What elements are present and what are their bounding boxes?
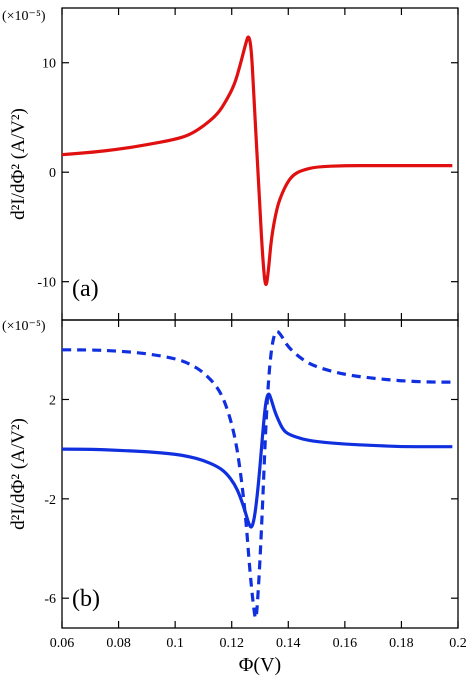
x-tick-label: 0.2 [449,636,467,651]
panel-a-series [61,35,453,287]
x-tick-label: 0.18 [389,636,414,651]
panel-b-y-axis-label: d²I/dΦ² (A/V²) [8,418,29,530]
panel-a-y-axis-label: d²I/dΦ² (A/V²) [8,108,29,220]
panel-a-y-scale-note: (×10⁻⁵) [2,9,46,24]
series-line-solid [61,392,453,529]
panel-b-x-ticks: 0.06 0.08 0.1 0.12 0.14 0.16 0.18 0.2 [50,320,467,651]
panel-b-series [61,329,453,620]
x-tick-label: 0.12 [219,636,244,651]
y-tick-label: -6 [44,592,56,607]
panel-b-y-scale-note: (×10⁻⁵) [2,319,46,334]
y-tick-label: -10 [37,276,56,291]
panel-b-frame [61,319,459,629]
x-tick-label: 0.06 [50,636,75,651]
panel-b-y-ticks: 2 -2 -6 [44,393,458,607]
series-line-solid [61,35,453,287]
y-tick-label: 2 [49,393,56,408]
y-tick-label: 0 [49,166,56,181]
panel-b: 2 -2 -6 0.06 0.08 0.1 0.12 0.14 0.16 0.18 0.2 (b)… [2,319,467,676]
y-tick-label: 10 [42,57,56,72]
panel-a: 10 0 -10 (a) (×10⁻⁵) d²I/dΦ² (A/V²) [2,7,459,321]
x-tick-label: 0.16 [333,636,358,651]
x-tick-label: 0.08 [106,636,131,651]
x-tick-label: 0.14 [276,636,301,651]
y-tick-label: -2 [44,493,56,508]
panel-a-label: (a) [72,276,99,302]
series-line-dashed [61,329,453,620]
panel-a-x-ticks [61,8,459,320]
panel-a-frame [61,7,459,321]
panel-a-y-ticks: 10 0 -10 [37,57,458,291]
x-tick-label: 0.1 [166,636,184,651]
x-axis-label: Φ(V) [239,654,281,676]
panel-b-label: (b) [72,586,100,612]
